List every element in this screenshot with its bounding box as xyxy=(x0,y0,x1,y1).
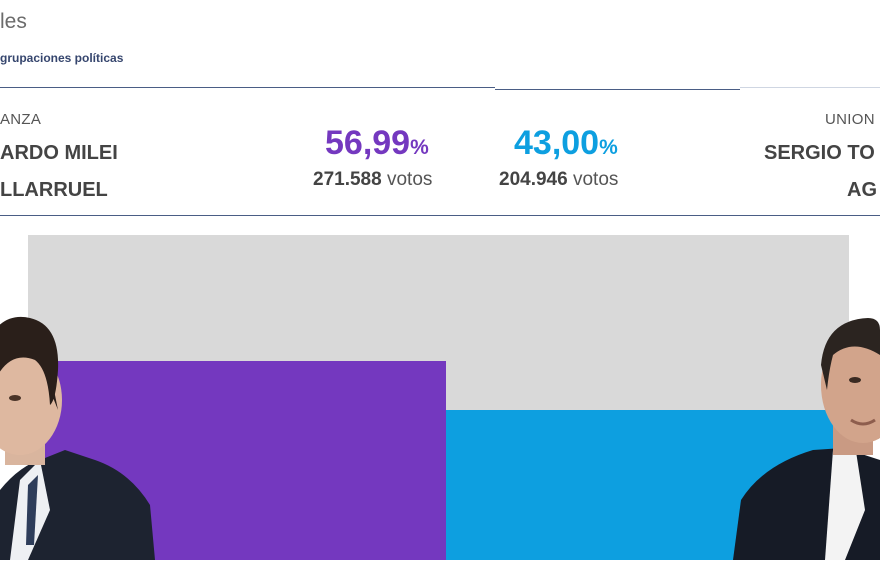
right-votes: 204.946 votos xyxy=(499,169,618,191)
divider-top-right xyxy=(740,87,880,88)
right-candidate-running-mate: AG xyxy=(847,179,877,201)
left-percentage: 56,99% xyxy=(325,124,429,162)
right-percentage: 43,00% xyxy=(514,124,618,162)
page-subtitle: grupaciones políticas xyxy=(0,51,124,65)
left-votes-label: votos xyxy=(386,169,433,190)
left-candidate-photo xyxy=(0,300,155,560)
left-votes: 271.588 votos xyxy=(313,169,432,191)
left-candidate-running-mate: LLARRUEL xyxy=(0,179,108,201)
right-candidate-photo xyxy=(733,310,880,560)
left-party-label: ANZA xyxy=(0,111,42,128)
results-bar-background xyxy=(28,235,849,560)
divider-top-mid xyxy=(495,89,740,90)
divider-top-left xyxy=(0,87,495,88)
divider-bottom xyxy=(0,215,880,216)
right-party-label: UNION xyxy=(825,111,875,128)
right-votes-number: 204.946 xyxy=(499,169,568,190)
page-title: les xyxy=(0,10,27,33)
right-votes-label: votos xyxy=(572,169,619,190)
right-candidate-name: SERGIO TO xyxy=(764,142,875,164)
left-candidate-name: ARDO MILEI xyxy=(0,142,118,164)
left-votes-number: 271.588 xyxy=(313,169,382,190)
